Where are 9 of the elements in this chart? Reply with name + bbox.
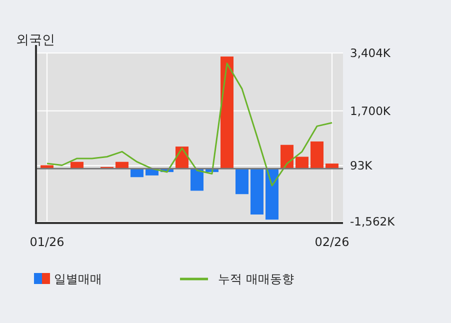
chart-title: 외국인 [16,33,55,48]
y-tick-label: 3,404K [350,46,391,60]
y-tick-label: -1,562K [350,214,396,229]
legend-label: 일별매매 [54,272,102,286]
y-tick-label: 1,700K [350,104,391,118]
x-tick-label: 02/26 [314,235,350,249]
legend-label: 누적 매매동향 [218,272,294,286]
x-tick-label: 01/26 [30,235,64,249]
y-tick-label: 93K [350,158,373,173]
